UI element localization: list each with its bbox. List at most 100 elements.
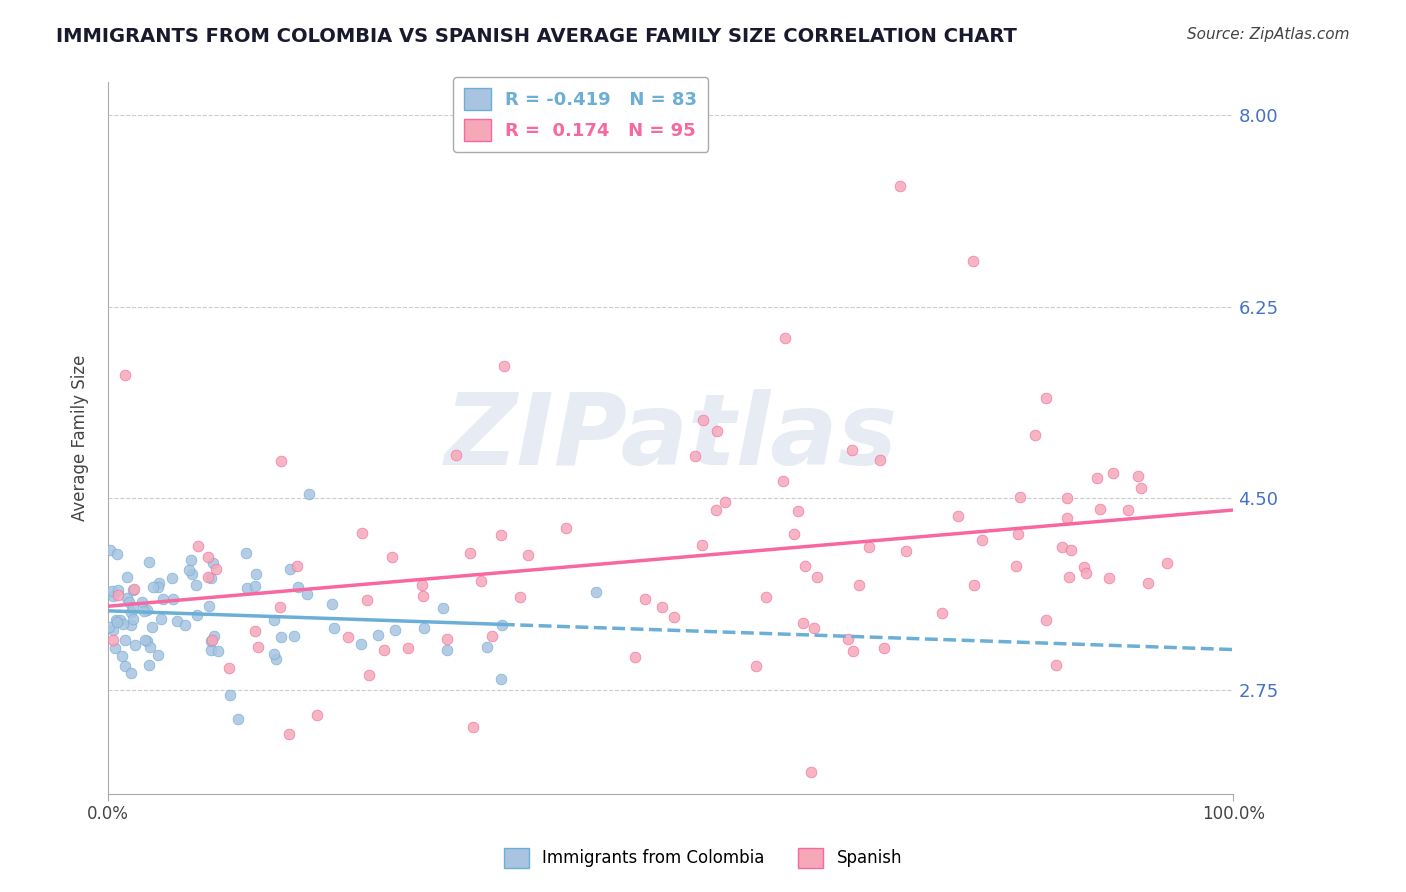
Point (179, 562, 201, 576)
Point (263, 613, 285, 627)
Point (873, 641, 896, 656)
Point (104, 613, 127, 627)
Point (115, 570, 138, 584)
Point (806, 570, 828, 584)
Point (202, 556, 225, 570)
Point (138, 658, 160, 673)
Point (245, 566, 267, 581)
Point (141, 620, 163, 634)
Point (492, 359, 515, 373)
Text: IMMIGRANTS FROM COLOMBIA VS SPANISH AVERAGE FAMILY SIZE CORRELATION CHART: IMMIGRANTS FROM COLOMBIA VS SPANISH AVER… (56, 27, 1017, 45)
Point (219, 688, 242, 702)
Point (226, 713, 249, 727)
Point (713, 494, 735, 508)
Point (103, 623, 125, 637)
Point (367, 628, 389, 642)
Point (962, 253, 984, 268)
Point (491, 618, 513, 632)
Point (101, 583, 124, 598)
Point (963, 577, 986, 591)
Point (946, 509, 969, 524)
Point (180, 567, 202, 582)
Point (120, 605, 142, 619)
Point (114, 632, 136, 647)
Point (160, 571, 183, 585)
Point (384, 623, 406, 637)
Point (298, 487, 321, 501)
Point (704, 503, 727, 517)
Point (869, 452, 891, 467)
Point (444, 448, 467, 462)
Legend: R = -0.419   N = 83, R =  0.174   N = 95: R = -0.419 N = 83, R = 0.174 N = 95 (453, 77, 709, 152)
Point (124, 638, 146, 652)
Point (970, 533, 993, 547)
Point (103, 589, 125, 603)
Point (103, 632, 125, 647)
Point (651, 599, 673, 614)
Point (132, 604, 155, 618)
Point (295, 587, 318, 601)
Point (470, 574, 492, 588)
Point (270, 631, 292, 645)
Point (120, 617, 142, 632)
Point (336, 630, 359, 644)
Point (152, 591, 174, 606)
Point (134, 633, 156, 648)
Point (1073, 560, 1095, 574)
Point (131, 595, 153, 609)
Point (264, 651, 287, 665)
Point (1035, 613, 1057, 627)
Point (201, 633, 224, 648)
Point (481, 629, 503, 643)
Point (122, 582, 145, 597)
Point (243, 624, 266, 638)
Legend: Immigrants from Colombia, Spanish: Immigrants from Colombia, Spanish (498, 841, 908, 875)
Point (97, 619, 120, 633)
Point (111, 648, 134, 663)
Point (1050, 540, 1073, 554)
Point (98, 543, 121, 558)
Point (139, 640, 162, 654)
Point (107, 588, 129, 602)
Point (373, 642, 395, 657)
Point (477, 640, 499, 654)
Point (356, 593, 378, 607)
Point (554, 521, 576, 535)
Point (460, 545, 482, 559)
Point (411, 578, 433, 592)
Point (162, 592, 184, 607)
Point (1137, 575, 1160, 590)
Point (118, 595, 141, 609)
Point (1005, 559, 1028, 574)
Point (683, 450, 706, 464)
Point (114, 368, 136, 382)
Point (1156, 557, 1178, 571)
Point (205, 562, 228, 576)
Point (149, 611, 172, 625)
Point (837, 632, 859, 647)
Point (263, 647, 285, 661)
Point (200, 633, 222, 648)
Point (489, 528, 512, 542)
Point (1060, 542, 1083, 557)
Point (1007, 526, 1029, 541)
Point (848, 578, 870, 592)
Point (180, 553, 202, 567)
Point (111, 616, 134, 631)
Point (436, 632, 458, 647)
Point (1116, 503, 1139, 517)
Point (436, 642, 458, 657)
Point (1098, 571, 1121, 585)
Point (1035, 391, 1057, 405)
Point (380, 550, 402, 565)
Point (509, 590, 531, 604)
Point (204, 629, 226, 643)
Point (197, 550, 219, 565)
Point (396, 641, 419, 656)
Point (278, 727, 301, 741)
Point (146, 648, 169, 663)
Point (114, 659, 136, 673)
Point (1056, 491, 1078, 505)
Point (585, 585, 607, 599)
Point (148, 576, 170, 591)
